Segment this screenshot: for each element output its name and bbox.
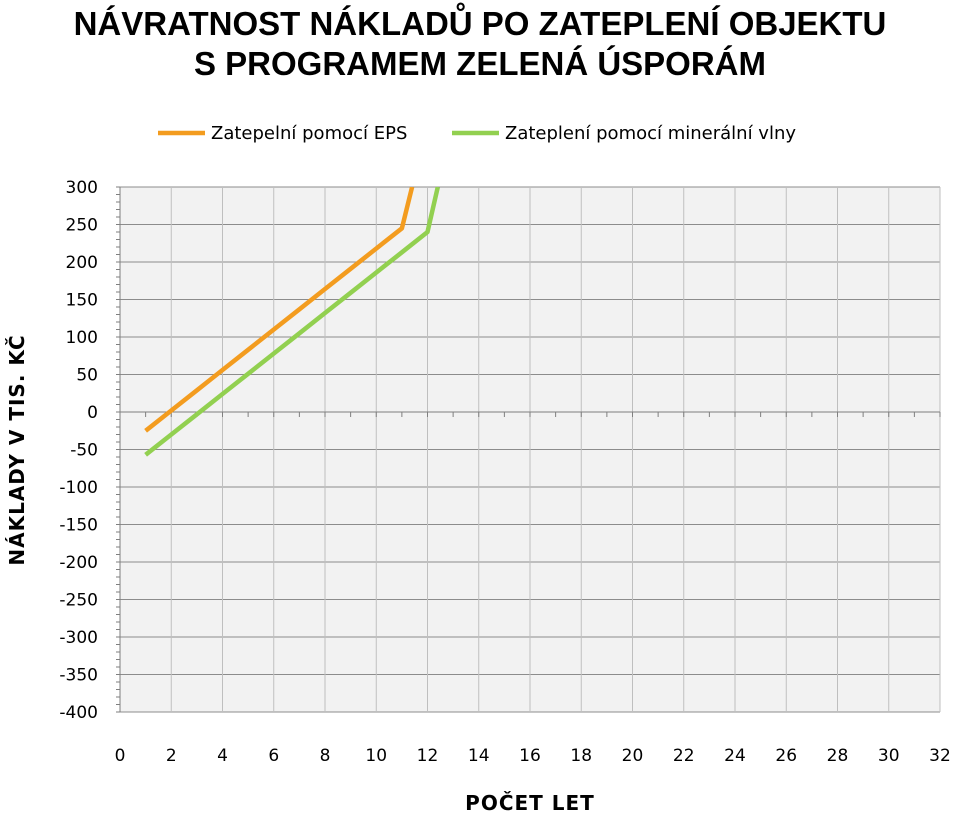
x-tick-label: 10	[365, 746, 387, 766]
y-tick-label: 150	[66, 291, 98, 311]
y-tick-label: -150	[59, 516, 98, 536]
y-tick-labels: 300 250 200 150 100 50 0 -50 -100 -150 -200 -250 -30…	[59, 178, 98, 723]
x-tick-label: 22	[673, 746, 695, 766]
y-tick-label: -300	[59, 628, 98, 648]
y-tick-label: 0	[87, 403, 98, 423]
x-tick-label: 4	[217, 746, 228, 766]
minor-ticks	[116, 186, 941, 713]
y-tick-label: -350	[59, 666, 98, 686]
x-tick-label: 26	[775, 746, 797, 766]
x-tick-label: 18	[570, 746, 592, 766]
y-tick-label: 300	[66, 178, 98, 198]
chart-title: NÁVRATNOST NÁKLADŮ PO ZATEPLENÍ OBJEKTU	[73, 5, 887, 42]
legend-label: Zateplení pomocí minerální vlny	[505, 123, 796, 144]
x-tick-label: 28	[827, 746, 849, 766]
y-tick-label: -250	[59, 591, 98, 611]
y-axis-title: NÁKLADY V TIS. KČ	[5, 334, 29, 565]
x-axis-title: POČET LET	[465, 791, 595, 813]
y-tick-label: -200	[59, 553, 98, 573]
x-tick-label: 32	[929, 746, 951, 766]
x-tick-label: 16	[519, 746, 541, 766]
legend-label: Zatepelní pomocí EPS	[211, 123, 407, 144]
x-tick-label: 24	[724, 746, 746, 766]
y-tick-label: -100	[59, 478, 98, 498]
y-tick-label: -400	[59, 703, 98, 723]
y-tick-label: -50	[70, 441, 98, 461]
x-tick-label: 14	[468, 746, 490, 766]
series-line	[144, 187, 415, 433]
x-tick-label: 2	[166, 746, 177, 766]
y-tick-label: 200	[66, 253, 98, 273]
x-tick-label: 30	[878, 746, 900, 766]
chart-subtitle: S PROGRAMEM ZELENÁ ÚSPORÁM	[193, 45, 767, 82]
x-tick-label: 0	[115, 746, 126, 766]
legend: Zatepelní pomocí EPS Zateplení pomocí min…	[158, 123, 796, 144]
y-tick-label: 50	[76, 366, 98, 386]
x-tick-label: 20	[622, 746, 644, 766]
x-tick-label: 6	[268, 746, 279, 766]
x-tick-labels: 0 2 4 6 8 10 12 14 16 18 20 22 24 26 28 30 32	[115, 746, 951, 766]
series-lines	[144, 187, 440, 457]
series-line	[144, 187, 440, 457]
y-tick-label: 100	[66, 328, 98, 348]
x-tick-label: 8	[320, 746, 331, 766]
y-tick-label: 250	[66, 216, 98, 236]
x-tick-label: 12	[417, 746, 439, 766]
axes	[119, 187, 940, 712]
